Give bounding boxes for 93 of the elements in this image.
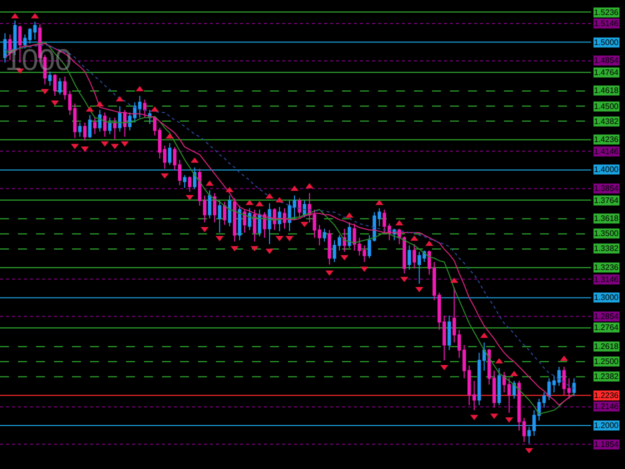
candlestick [108,117,112,135]
candlestick [222,201,226,226]
ref-line-label: 1.4382 [594,117,620,126]
ref-line-label: 1.3382 [594,244,620,253]
candlestick [78,122,82,138]
ref-line-label: 1.2500 [594,357,620,366]
point [120,141,129,147]
ref-line-label: 1.5146 [594,19,620,28]
ref-line-label: 1.2146 [594,402,620,411]
candlestick [322,228,326,242]
ref-line-label: 1.3000 [594,293,620,302]
point [345,212,354,218]
ref-line-label: 1.3236 [594,263,620,272]
candlestick [58,77,62,96]
point [256,200,264,206]
candlestick [228,195,232,227]
candlestick [262,212,266,238]
candlestick [342,228,346,252]
ref-line-label: 1.2000 [594,421,620,430]
candlestick [252,209,256,242]
ref-line-label: 1.3764 [594,196,620,205]
point [410,235,418,241]
ref-line-label: 1.2236 [594,391,620,400]
ref-line-label: 1.2764 [594,323,620,332]
candlestick [572,378,576,397]
candlestick [98,109,102,132]
ref-line-label: 1.1854 [594,440,620,449]
point [510,370,518,376]
point [160,173,169,179]
candlestick [232,198,236,242]
point [70,144,79,150]
ref-line-label: 1.4854 [594,56,620,65]
ref-line-label: 1.4618 [594,86,620,95]
ref-line-label: 1.4500 [594,102,620,111]
point [470,414,478,420]
candlestick [497,368,501,406]
candlestick [408,244,412,270]
candlestick [83,122,87,142]
ref-line-label: 1.2854 [594,312,620,321]
candlestick [218,200,222,234]
candlestick [208,190,212,220]
point [100,141,109,147]
candlestick [188,176,192,192]
candlestick [93,117,97,135]
candlestick [258,209,262,237]
ref-line-label: 1.3854 [594,184,620,193]
point [86,106,94,112]
candlestick [143,99,146,118]
candlestick [113,117,117,140]
candlestick [248,208,252,231]
candlestick [53,74,57,96]
point [150,106,159,112]
point [325,270,334,276]
candlestick [103,112,107,138]
candlestick [348,222,352,248]
candlestick [182,174,186,188]
point [40,88,49,94]
point [226,186,234,192]
candlestick [328,230,332,266]
point [96,101,104,107]
ref-line-label: 1.3618 [594,214,620,223]
point [400,276,408,282]
ref-line-label: 1.2382 [594,372,620,381]
ref-line-label: 1.4146 [594,147,620,156]
point [80,146,89,152]
candlestick [268,202,272,245]
candlestick [123,109,127,138]
point [216,236,224,242]
candlestick [242,209,246,234]
candlestick [448,315,451,351]
candlestick [192,166,196,190]
ref-line-label: 1.4000 [594,165,620,174]
point [50,100,59,106]
candlestick [118,106,122,132]
ref-line-label: 1.2618 [594,342,620,351]
ref-line-label: 1.4236 [594,135,620,144]
candlestick [292,195,296,220]
ref-line-label: 1.4764 [594,68,620,77]
ref-line-label: 1.3500 [594,229,620,238]
candlestick [238,205,242,241]
ref-line-label: 1.5000 [594,38,620,47]
point [505,417,514,423]
candlestick [168,142,172,166]
candlestick [512,380,516,400]
candlestick [412,244,416,269]
candlestick [212,192,216,223]
point [110,144,119,150]
candlestick [88,114,92,139]
ref-line-label: 1.3146 [594,275,620,284]
candlestick [282,208,286,230]
point [136,86,144,92]
ref-line-label: 1.5236 [594,8,620,17]
point [266,193,274,199]
